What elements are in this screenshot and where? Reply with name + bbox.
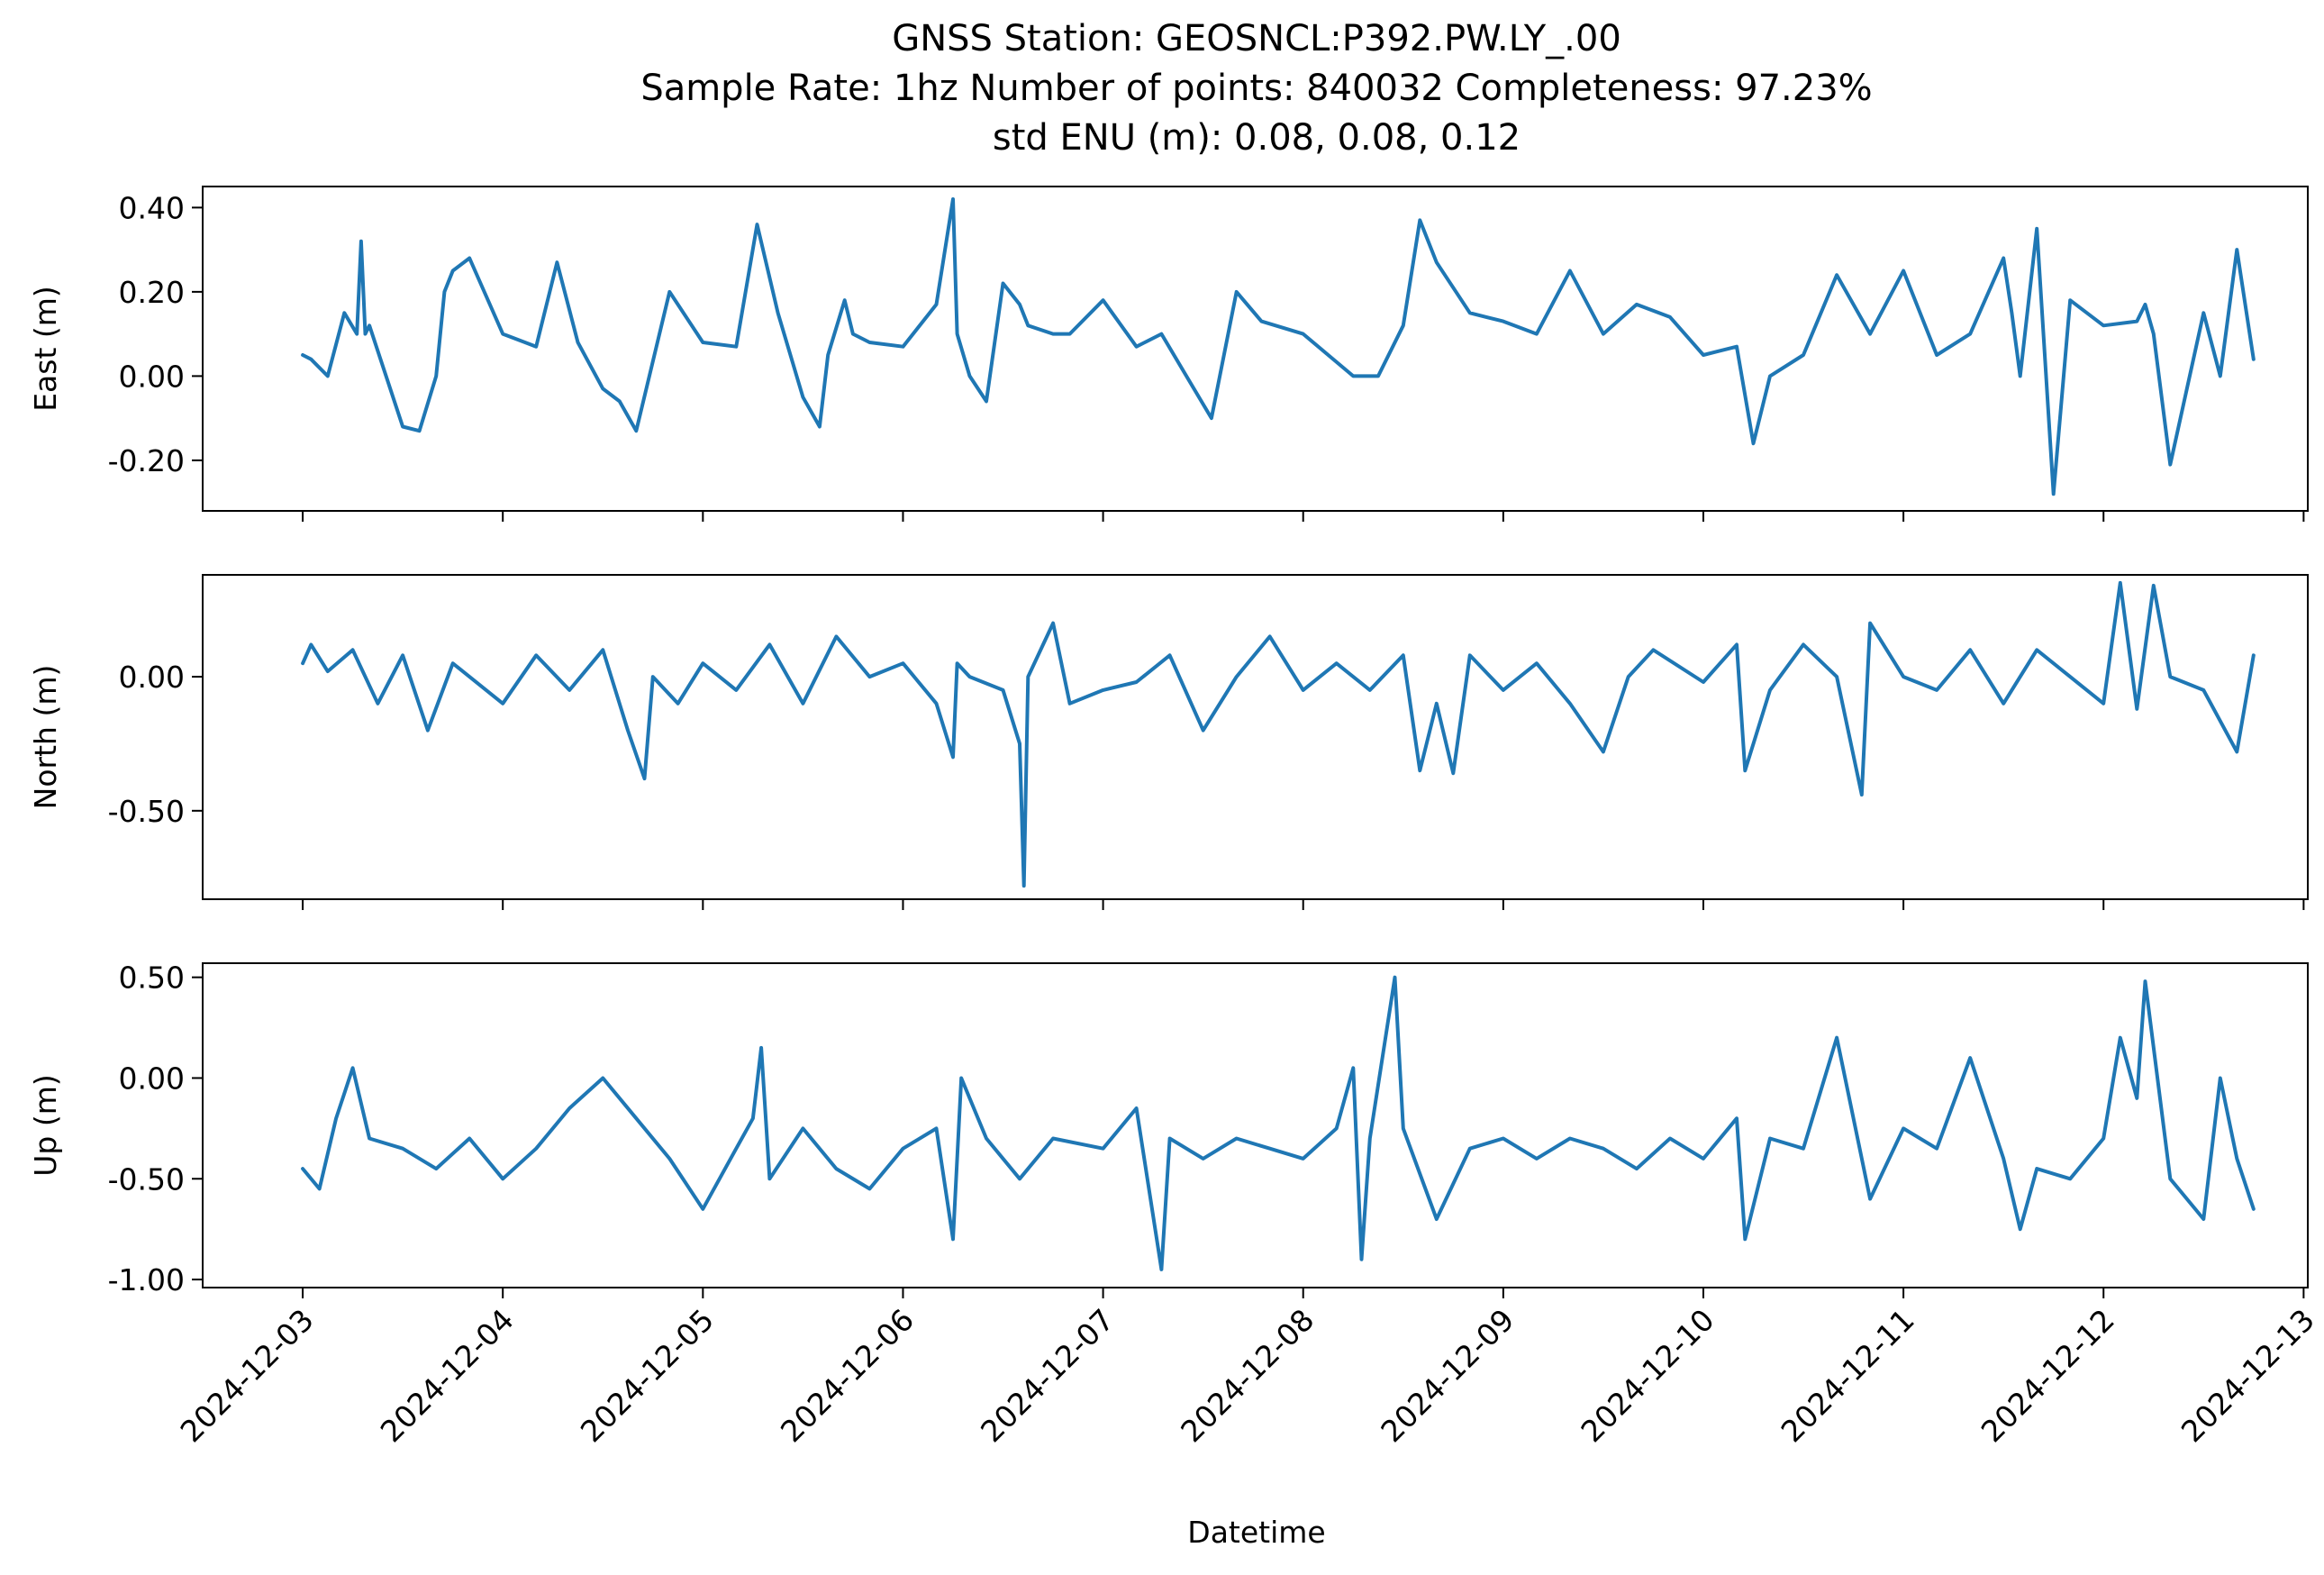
y-tick-label: -0.20 [108,443,185,478]
title-line-sampling: Sample Rate: 1hz Number of points: 84003… [640,68,1872,109]
panel-3: 0.50 0.00 -0.50 -1.00 Up (m) [28,960,2309,1298]
series-line-3 [301,975,2256,1271]
y-axis-label: East (m) [28,286,63,412]
axes-frame-2 [202,574,2309,900]
y-axis-label: North (m) [28,665,63,810]
figure-title: GNSS Station: GEOSNCL:P392.PW.LY_.00 Sam… [640,18,1872,159]
y-tick-label: 0.20 [119,275,185,310]
y-tick-label: 0.00 [119,1061,185,1096]
y-tick-label: -0.50 [108,1161,185,1197]
title-line-station: GNSS Station: GEOSNCL:P392.PW.LY_.00 [892,18,1621,59]
series-line-2 [301,580,2256,888]
y-tick-label: 0.00 [119,359,185,394]
axes-frame-3 [202,962,2309,1288]
series-line-1 [301,197,2256,496]
y-tick-label: -0.50 [108,794,185,829]
y-axis-label: Up (m) [28,1074,63,1177]
panel-2: 0.00 -0.50 North (m) [28,574,2309,910]
panel-1: 0.40 0.20 0.00 -0.20 East (m) [28,186,2309,522]
x-axis-label: Datetime [1187,1515,1325,1550]
y-tick-label: 0.40 [119,190,185,225]
axes-frame-1 [202,186,2309,512]
y-tick-label: -1.00 [108,1262,185,1297]
y-tick-label: 0.00 [119,660,185,695]
title-line-std: std ENU (m): 0.08, 0.08, 0.12 [993,117,1521,159]
y-tick-label: 0.50 [119,960,185,996]
